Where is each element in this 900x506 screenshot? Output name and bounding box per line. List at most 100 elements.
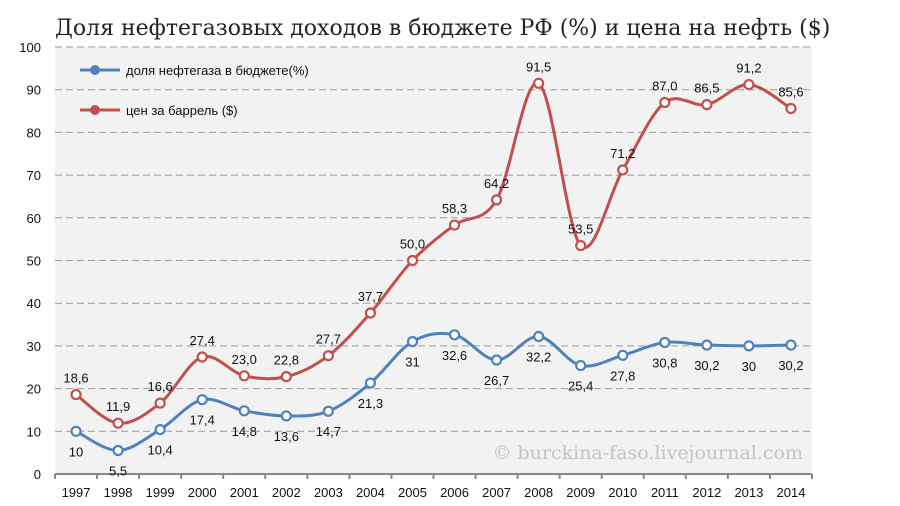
y-tick-label: 100 bbox=[19, 40, 41, 55]
data-label-share: 30,8 bbox=[652, 355, 677, 370]
data-label-price: 91,2 bbox=[736, 61, 761, 76]
x-tick-label: 1999 bbox=[146, 485, 175, 500]
x-tick-label: 2005 bbox=[398, 485, 427, 500]
y-tick-label: 10 bbox=[27, 424, 41, 439]
data-label-price: 50,0 bbox=[400, 237, 425, 252]
data-label-price: 64,2 bbox=[484, 176, 509, 191]
x-tick-label: 2000 bbox=[188, 485, 217, 500]
y-tick-label: 60 bbox=[27, 211, 41, 226]
x-tick-label: 2002 bbox=[272, 485, 301, 500]
data-label-price: 53,5 bbox=[568, 222, 593, 237]
data-point-price bbox=[196, 351, 208, 363]
data-point-share bbox=[154, 423, 166, 436]
data-point-price bbox=[575, 239, 587, 252]
data-label-share: 27,8 bbox=[610, 368, 635, 383]
data-point-price bbox=[238, 370, 250, 382]
y-tick-label: 80 bbox=[27, 125, 41, 140]
data-point-share bbox=[196, 394, 208, 406]
x-tick-label: 2006 bbox=[440, 485, 469, 500]
data-label-price: 85,6 bbox=[778, 84, 803, 99]
x-tick-label: 2014 bbox=[777, 485, 806, 500]
y-tick-label: 0 bbox=[34, 467, 41, 482]
data-point-price bbox=[617, 164, 629, 176]
y-tick-label: 70 bbox=[27, 168, 41, 183]
data-label-share: 5,5 bbox=[109, 464, 127, 479]
data-point-price bbox=[743, 78, 755, 91]
data-point-price bbox=[448, 219, 461, 231]
data-label-share: 21,3 bbox=[358, 396, 383, 411]
data-point-share bbox=[743, 340, 755, 352]
data-point-share bbox=[490, 354, 503, 366]
data-label-share: 30 bbox=[742, 359, 756, 374]
data-point-share bbox=[533, 330, 545, 343]
data-label-share: 14,7 bbox=[316, 424, 341, 439]
chart-title: Доля нефтегазовых доходов в бюджете РФ (… bbox=[55, 16, 830, 41]
data-point-price bbox=[112, 417, 124, 429]
y-tick-label: 30 bbox=[27, 339, 41, 354]
x-tick-label: 2003 bbox=[314, 485, 343, 500]
data-point-price bbox=[280, 371, 292, 383]
data-point-share bbox=[364, 377, 377, 389]
y-tick-label: 50 bbox=[27, 254, 41, 269]
y-tick-label: 90 bbox=[27, 83, 41, 98]
y-tick-label: 20 bbox=[27, 382, 41, 397]
data-label-share: 32,6 bbox=[442, 348, 467, 363]
x-tick-label: 2013 bbox=[734, 485, 763, 500]
data-label-price: 91,5 bbox=[526, 59, 551, 74]
x-tick-label: 2001 bbox=[230, 485, 259, 500]
data-label-share: 25,4 bbox=[568, 379, 593, 394]
data-point-price bbox=[406, 254, 419, 267]
legend-label-share: доля нефтегаза в бюджете(%) bbox=[126, 63, 309, 78]
y-tick-label: 40 bbox=[27, 296, 41, 311]
x-tick-label: 1998 bbox=[104, 485, 133, 500]
data-label-price: 71,2 bbox=[610, 146, 635, 161]
data-point-price bbox=[533, 77, 545, 89]
data-label-price: 58,3 bbox=[442, 201, 467, 216]
data-label-price: 11,9 bbox=[106, 399, 130, 414]
data-label-price: 86,5 bbox=[694, 81, 719, 96]
x-tick-label: 2008 bbox=[524, 485, 553, 500]
data-point-price bbox=[490, 194, 503, 206]
data-label-share: 10,4 bbox=[147, 443, 172, 458]
data-label-price: 27,4 bbox=[190, 333, 215, 348]
data-point-price bbox=[785, 102, 797, 115]
data-label-price: 87,0 bbox=[652, 79, 677, 94]
data-label-share: 30,2 bbox=[694, 358, 719, 373]
data-point-share bbox=[701, 339, 713, 351]
data-label-price: 22,8 bbox=[274, 353, 299, 368]
data-point-share bbox=[575, 359, 587, 372]
x-tick-label: 2011 bbox=[651, 485, 679, 500]
legend: доля нефтегаза в бюджете(%) цен за барре… bbox=[80, 63, 309, 118]
data-point-share bbox=[785, 339, 797, 351]
x-tick-label: 2012 bbox=[692, 485, 721, 500]
x-tick-label: 1997 bbox=[62, 485, 91, 500]
watermark: © burckina-faso.livejournal.com bbox=[492, 442, 803, 464]
data-point-share bbox=[617, 349, 629, 361]
x-tick-label: 2009 bbox=[566, 485, 595, 500]
data-label-price: 18,6 bbox=[63, 371, 88, 386]
x-tick-label: 2007 bbox=[482, 485, 511, 500]
legend-marker-price bbox=[90, 105, 100, 115]
data-point-share bbox=[448, 329, 461, 341]
legend-label-price: цен за баррель ($) bbox=[126, 103, 238, 118]
x-tick-label: 2010 bbox=[608, 485, 637, 500]
data-point-price bbox=[154, 397, 166, 409]
data-label-share: 14,8 bbox=[232, 424, 257, 439]
data-point-share bbox=[112, 444, 124, 457]
data-label-share: 32,2 bbox=[526, 350, 551, 365]
data-label-share: 26,7 bbox=[484, 373, 509, 388]
data-label-price: 23,0 bbox=[232, 352, 257, 367]
data-point-price bbox=[70, 388, 82, 401]
data-label-share: 13,6 bbox=[274, 429, 299, 444]
data-label-share: 30,2 bbox=[778, 358, 803, 373]
data-point-price bbox=[701, 99, 713, 111]
data-point-share bbox=[70, 425, 82, 437]
data-label-price: 37,7 bbox=[358, 289, 383, 304]
data-point-share bbox=[659, 336, 671, 349]
data-point-price bbox=[322, 350, 334, 362]
data-label-share: 31 bbox=[405, 355, 419, 370]
data-label-price: 16,6 bbox=[147, 379, 172, 394]
legend-marker-share bbox=[90, 65, 100, 75]
data-point-price bbox=[364, 307, 377, 319]
